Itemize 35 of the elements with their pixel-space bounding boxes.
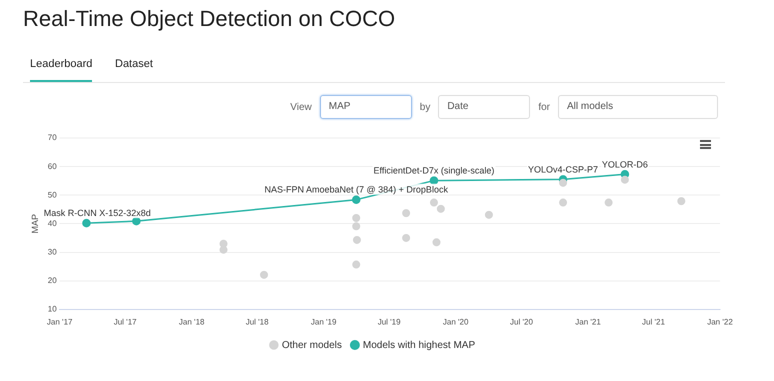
chart-title: Real-Time Object Detection on COCO xyxy=(23,6,396,32)
text: Dataset xyxy=(115,58,153,70)
annotation: YOLOv4-CSP-P7 xyxy=(528,164,598,174)
x-tick-label: Jul '21 xyxy=(642,317,666,326)
text: View xyxy=(290,102,312,112)
y-tick-label: 40 xyxy=(48,218,58,228)
annotation: EfficientDet-D7x (single-scale) xyxy=(374,166,494,176)
y-tick-label: 20 xyxy=(48,276,58,286)
text: MAP xyxy=(320,95,412,119)
x-tick-label: Jan '20 xyxy=(442,317,469,326)
x-tick-label: Jan '19 xyxy=(310,317,337,326)
text: All models xyxy=(558,95,718,119)
text: Leaderboard xyxy=(30,58,92,82)
y-tick-label: 70 xyxy=(48,133,58,142)
text: for xyxy=(538,102,550,112)
legend-label: Models with highest MAP xyxy=(362,340,476,351)
y-axis-title: MAP xyxy=(30,214,40,234)
y-tick-label: 60 xyxy=(48,162,58,171)
x-tick-label: Jul '18 xyxy=(246,317,270,326)
annotation: Mask R-CNN X-152-32x8d xyxy=(44,208,151,218)
x-tick-label: Jul '20 xyxy=(510,317,534,326)
x-tick-label: Jul '17 xyxy=(114,317,138,326)
text: Date xyxy=(438,95,530,119)
x-tick-label: Jan '21 xyxy=(575,317,602,326)
x-tick-label: Jul '19 xyxy=(378,317,402,326)
text: by xyxy=(420,102,430,112)
y-tick-label: 30 xyxy=(48,247,58,256)
y-tick-label: 10 xyxy=(48,304,58,314)
x-tick-label: Jan '22 xyxy=(707,317,734,326)
x-tick-label: Jan '17 xyxy=(46,317,74,326)
y-tick-label: 50 xyxy=(48,190,58,200)
x-tick-label: Jan '18 xyxy=(178,317,206,326)
annotation: NAS-FPN AmoebaNet (7 @ 384) + DropBlock xyxy=(264,184,448,195)
legend-label: Other models xyxy=(282,340,342,351)
annotation: YOLOR-D6 xyxy=(602,159,648,170)
